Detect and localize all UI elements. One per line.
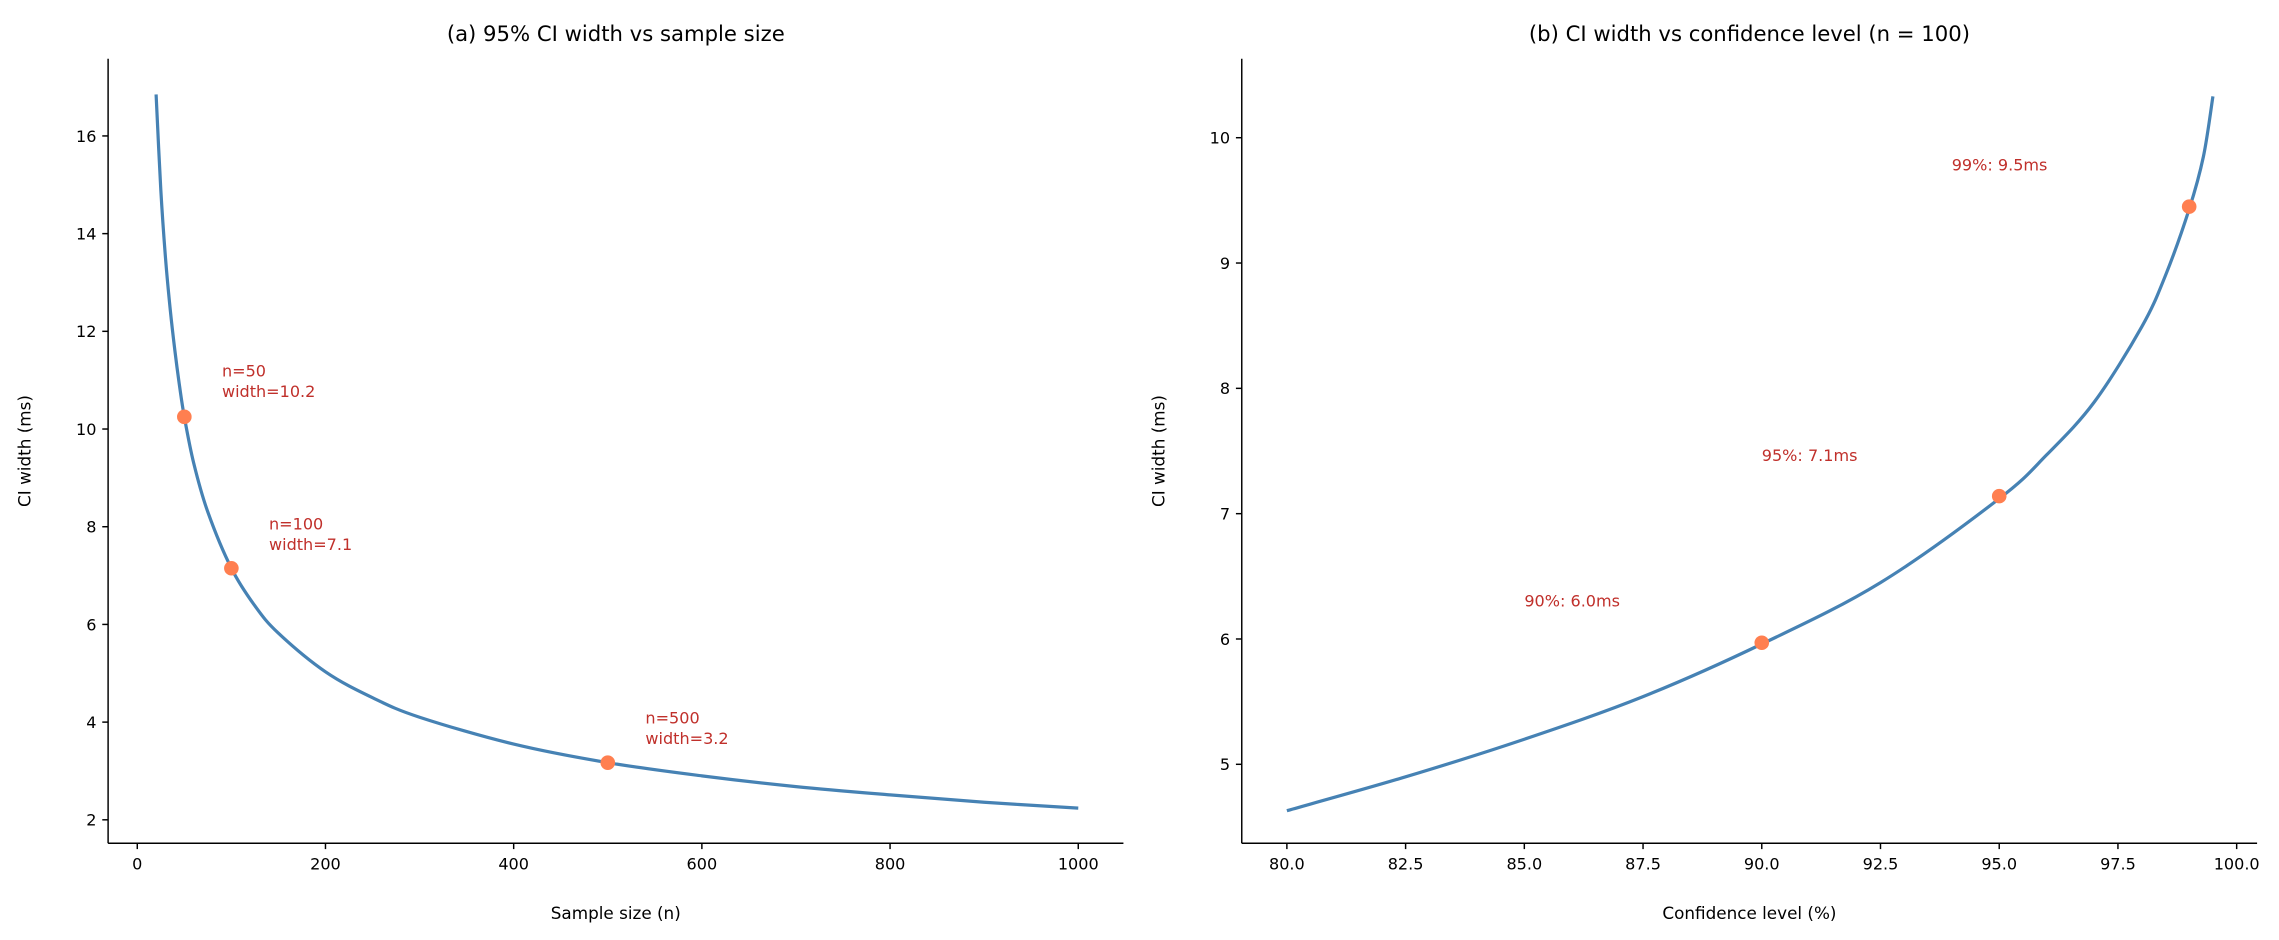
x-tick-label: 85.0 xyxy=(1506,855,1542,874)
point-annotation: width=10.2 xyxy=(222,382,315,401)
x-tick-label: 80.0 xyxy=(1269,855,1305,874)
y-tick-label: 16 xyxy=(76,127,96,146)
highlight-point xyxy=(600,755,616,770)
x-tick-label: 1000 xyxy=(1058,855,1099,874)
y-axis-label: CI width (ms) xyxy=(15,395,35,507)
y-tick-label: 10 xyxy=(1210,129,1230,148)
x-tick-label: 82.5 xyxy=(1388,855,1424,874)
x-tick-label: 400 xyxy=(498,855,529,874)
x-tick-label: 600 xyxy=(687,855,718,874)
x-tick-label: 800 xyxy=(875,855,906,874)
highlight-point xyxy=(1991,488,2007,504)
y-tick-label: 8 xyxy=(86,518,96,537)
y-tick-label: 4 xyxy=(86,713,96,732)
series-line xyxy=(154,94,1079,810)
chart-panel-a: 0 200 400 600 800 1000 2 4 6 8 10 12 14 16 (a) 95% CI … xyxy=(15,21,1124,923)
chart-panel-b: 80.0 82.5 85.0 87.5 90.0 92.5 95.0 97.5 100.0 5 6 7… xyxy=(1148,21,2259,923)
x-tick-label: 0 xyxy=(132,855,142,874)
x-tick-label: 90.0 xyxy=(1744,855,1780,874)
point-annotation: n=500 xyxy=(645,709,699,728)
y-tick-label: 6 xyxy=(1220,630,1230,649)
highlight-point xyxy=(224,560,239,576)
y-tick-label: 7 xyxy=(1220,505,1230,524)
y-tick-label: 14 xyxy=(76,224,96,243)
y-tick-label: 10 xyxy=(76,420,96,439)
x-tick-label: 95.0 xyxy=(1981,855,2017,874)
y-tick-label: 9 xyxy=(1220,254,1230,273)
highlight-point xyxy=(177,409,192,425)
series-line xyxy=(1286,96,2215,813)
x-tick-label: 100.0 xyxy=(2214,855,2260,874)
y-tick-label: 8 xyxy=(1220,379,1230,398)
x-tick-label: 92.5 xyxy=(1863,855,1899,874)
x-axis-label: Sample size (n) xyxy=(551,903,681,923)
point-annotation: n=50 xyxy=(222,361,266,380)
point-annotation: 95%: 7.1ms xyxy=(1762,446,1858,465)
point-annotation: width=7.1 xyxy=(269,535,352,554)
point-annotation: n=100 xyxy=(269,515,323,534)
x-tick-label: 87.5 xyxy=(1625,855,1661,874)
highlight-point xyxy=(2181,199,2197,214)
point-annotation: 90%: 6.0ms xyxy=(1524,591,1620,610)
y-tick-label: 12 xyxy=(76,322,96,341)
highlight-point xyxy=(1754,635,1770,651)
y-tick-label: 5 xyxy=(1220,755,1230,774)
y-axis-label: CI width (ms) xyxy=(1148,395,1168,507)
x-tick-label: 200 xyxy=(310,855,341,874)
point-annotation: width=3.2 xyxy=(645,729,728,748)
x-axis-label: Confidence level (%) xyxy=(1662,903,1836,923)
x-tick-label: 97.5 xyxy=(2100,855,2136,874)
y-tick-label: 2 xyxy=(86,811,96,830)
point-annotation: 99%: 9.5ms xyxy=(1952,155,2048,174)
chart-title: (a) 95% CI width vs sample size xyxy=(447,21,785,46)
chart-title: (b) CI width vs confidence level (n = 10… xyxy=(1529,21,1970,46)
y-tick-label: 6 xyxy=(86,615,96,634)
